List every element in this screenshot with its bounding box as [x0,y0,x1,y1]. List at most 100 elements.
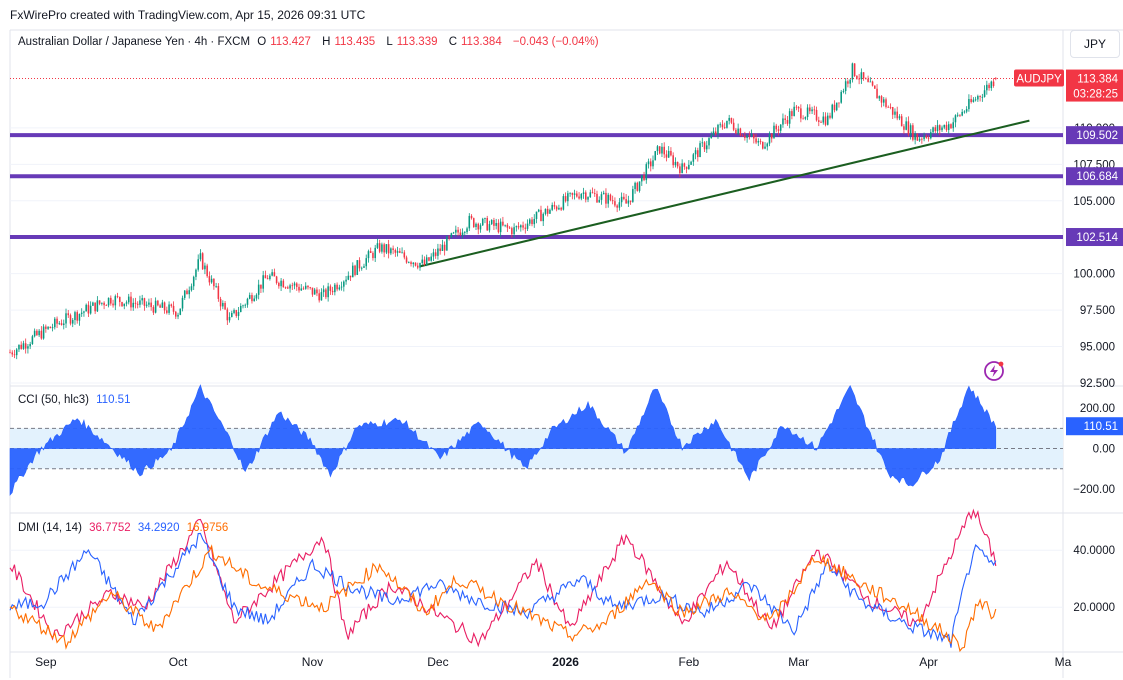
candle-body [564,196,567,202]
candle-body [549,209,551,214]
candle-body [598,199,601,203]
time-tick-label: Ma [1055,655,1072,669]
price-tick-label: 92.500 [1080,378,1115,390]
trendline-segment [419,119,1030,268]
candle-body [479,225,482,230]
candle-body [730,117,733,123]
candle-body [956,114,959,116]
trendline[interactable] [419,119,1030,268]
candle-body [394,250,397,253]
candle-body [759,141,762,142]
candle-body [777,129,780,131]
candle-body [513,227,515,235]
candle-body [961,111,963,116]
candle-body [867,79,869,82]
candle-body [468,215,471,229]
candle-body [493,220,495,226]
candle-body [466,228,468,233]
candle-body [446,236,448,251]
candle-body [192,276,195,287]
candle-body [403,252,406,258]
currency-selector[interactable]: JPY [1070,30,1120,58]
candle-body [553,204,556,207]
candle-body [694,150,697,155]
price-candles [9,62,997,360]
level-tag-box [1066,126,1123,145]
candle-body [732,122,735,130]
candle-body [804,116,807,119]
candle-body [354,265,356,275]
candle-body [900,116,903,127]
candle-body [618,202,621,208]
candle-body [461,232,464,236]
candle-body [853,63,856,76]
candle-body [121,302,123,307]
candle-body [676,161,679,167]
candle-body [428,257,430,261]
candle-body [360,267,363,269]
candle-body [683,163,686,167]
candle-body [714,131,717,135]
candle-body [609,194,612,201]
candle-body [181,297,184,309]
candle-body [528,219,531,224]
grid-lines [9,29,1123,678]
candle-body [150,302,152,308]
candle-body [744,136,746,138]
candle-body [934,127,937,132]
time-tick-label: Dec [427,655,448,669]
horizontal-levels[interactable] [10,78,1063,240]
candle-body [600,194,603,200]
candle-body [558,207,560,210]
candle-body [912,125,914,140]
candle-body [504,224,506,226]
candle-body [826,115,829,125]
price-axis[interactable]: 92.50095.00097.500100.000105.000107.5001… [1073,123,1115,614]
candle-body [851,63,854,80]
candle-body [773,125,775,139]
candle-body [950,124,952,129]
price-tags: AUDJPY 113.384 03:28:25 109.502 106.684 102.5… [1014,69,1123,436]
dmi-legend[interactable]: DMI (14, 14) 36.7752 34.2920 16.9756 [18,522,232,534]
candle-body [918,138,921,141]
candle-body [679,166,681,174]
candle-body [376,243,379,248]
candle-body [970,98,972,103]
candle-body [878,96,881,99]
candle-body [542,213,545,222]
candle-body [29,344,31,347]
candle-body [15,349,18,356]
candle-body [343,281,345,287]
candle-body [251,295,253,302]
candle-body [157,300,159,306]
candle-body [197,259,199,270]
price-legend[interactable]: Australian Dollar / Japanese Yen · 4h · … [18,36,603,48]
candle-body [649,161,652,167]
candle-body [977,96,979,100]
candle-body [685,166,688,170]
candle-body [661,146,663,154]
candle-body [432,252,435,257]
candle-body [602,192,605,195]
candle-body [208,276,211,283]
candle-body [85,304,87,312]
dmi-plus-value: 36.7752 [89,522,131,534]
candle-body [526,223,529,229]
candle-body [941,127,943,131]
candle-body [611,200,614,202]
candle-body [242,305,244,307]
time-axis[interactable]: Sep Oct Nov Dec 2026 Feb Mar Apr Ma [35,655,1071,669]
candle-body [856,75,858,79]
time-tick-label: Sep [35,655,57,669]
cci-legend[interactable]: CCI (50, hlc3) 110.51 [18,394,134,406]
candle-body [809,107,811,112]
candle-body [141,298,143,301]
candle-body [959,114,961,116]
candle-body [134,302,137,304]
flash-icon[interactable] [983,360,1005,382]
candle-body [423,259,426,265]
candle-body [387,244,390,254]
candle-body [260,284,262,289]
candle-body [723,127,726,128]
